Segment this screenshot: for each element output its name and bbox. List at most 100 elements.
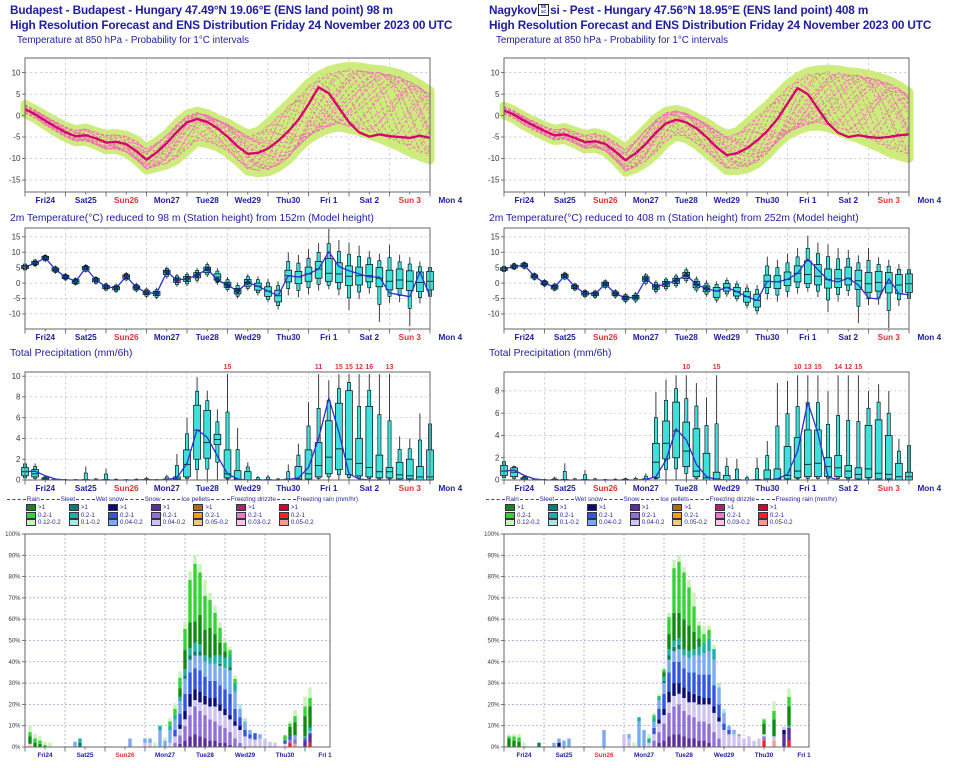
legend-item: >1 xyxy=(547,504,579,512)
svg-text:Sun 3: Sun 3 xyxy=(878,484,901,493)
svg-text:10: 10 xyxy=(12,372,21,381)
legend-item: 0.2-1 xyxy=(672,511,707,520)
legend-group-rain: >1 0.2-1 0.12-0.2 xyxy=(505,504,540,527)
svg-text:Sun26: Sun26 xyxy=(116,752,135,759)
svg-text:90%: 90% xyxy=(487,553,500,559)
svg-text:Sat 2: Sat 2 xyxy=(360,484,380,493)
svg-text:15: 15 xyxy=(855,364,863,371)
svg-text:Sat 2: Sat 2 xyxy=(360,196,380,205)
svg-text:10: 10 xyxy=(491,248,500,257)
legend-item-label: 0.2-1 xyxy=(205,511,220,519)
legend-item-label: 0.05-0.2 xyxy=(769,519,793,527)
legend-swatch xyxy=(150,511,161,519)
legend-item: 0.12-0.2 xyxy=(26,519,61,527)
legend-item-label: 0.04-0.2 xyxy=(119,519,143,527)
location-title-text: Nagykov xyxy=(489,3,538,17)
legend-group-name: Ice pellets xyxy=(660,496,690,503)
missing-glyph-box: 0E 1C xyxy=(538,4,550,16)
svg-text:Sun 3: Sun 3 xyxy=(399,333,422,342)
legend-swatch xyxy=(278,519,289,527)
legend-item: 0.04-0.2 xyxy=(150,519,186,527)
svg-text:Sun26: Sun26 xyxy=(114,484,139,493)
svg-text:Thu30: Thu30 xyxy=(276,484,301,493)
svg-text:Sun26: Sun26 xyxy=(593,196,618,205)
legend-item: 0.2-1 xyxy=(505,511,540,520)
legend-swatch xyxy=(586,504,597,512)
legend-item: 0.1-0.2 xyxy=(68,519,100,527)
legend-item: 0.2-1 xyxy=(547,511,579,520)
legend-leader-line xyxy=(640,499,660,500)
svg-text:Sat25: Sat25 xyxy=(75,333,97,342)
legend-group-name: Wet snow xyxy=(95,496,124,503)
legend-swatch xyxy=(505,519,515,527)
svg-text:0%: 0% xyxy=(491,745,500,751)
legend-item: 0.05-0.2 xyxy=(278,519,314,527)
svg-text:0%: 0% xyxy=(12,745,21,751)
legend-item-label: 0.2-1 xyxy=(559,511,574,519)
svg-text:15: 15 xyxy=(713,364,721,371)
legend-item-label: 0.2-1 xyxy=(290,511,305,519)
svg-text:5: 5 xyxy=(16,90,21,99)
t2m-chart-title: 2m Temperature(°C) reduced to 408 m (Sta… xyxy=(489,213,859,224)
svg-text:Sat25: Sat25 xyxy=(77,752,94,759)
svg-text:-10: -10 xyxy=(9,310,21,319)
svg-text:Sun26: Sun26 xyxy=(595,752,614,759)
legend-group-ice-pellets: >1 0.2-1 0.05-0.2 xyxy=(193,504,228,527)
legend-group-freezing-rain: >1 0.2-1 0.05-0.2 xyxy=(278,504,314,527)
svg-text:10: 10 xyxy=(12,248,21,257)
svg-text:Wed29: Wed29 xyxy=(714,196,741,205)
legend-item-label: 0.2-1 xyxy=(641,511,656,519)
legend-item: >1 xyxy=(505,504,540,512)
legend-item: 0.2-1 xyxy=(150,511,186,520)
svg-text:0: 0 xyxy=(495,279,500,288)
svg-text:Sat 2: Sat 2 xyxy=(839,484,859,493)
svg-text:Mon27: Mon27 xyxy=(154,196,180,205)
legend-swatch xyxy=(505,504,515,512)
svg-text:-5: -5 xyxy=(13,294,21,303)
legend-item: 0.04-0.2 xyxy=(107,519,143,527)
legend-item-label: >1 xyxy=(290,504,298,512)
svg-text:Wed29: Wed29 xyxy=(714,752,735,759)
svg-text:60%: 60% xyxy=(487,617,500,623)
legend-swatch xyxy=(586,511,597,519)
legend-swatch xyxy=(107,504,118,512)
svg-text:Wed29: Wed29 xyxy=(235,333,262,342)
legend-item: 0.03-0.2 xyxy=(715,519,750,527)
svg-text:Mon 4: Mon 4 xyxy=(917,333,941,342)
legend-item-label: 0.1-0.2 xyxy=(80,519,100,527)
svg-text:Mon 4: Mon 4 xyxy=(917,196,941,205)
svg-text:50%: 50% xyxy=(487,639,500,645)
svg-text:Fri24: Fri24 xyxy=(515,333,535,342)
legend-item: 0.2-1 xyxy=(68,511,100,520)
legend-group-sleet: >1 0.2-1 0.1-0.2 xyxy=(547,504,579,527)
legend-item: >1 xyxy=(193,504,228,512)
legend-swatch xyxy=(715,519,726,527)
precip-chart-title: Total Precipitation (mm/6h) xyxy=(489,348,612,359)
svg-text:0: 0 xyxy=(16,111,21,120)
svg-text:Sun26: Sun26 xyxy=(114,333,139,342)
legend-item: >1 xyxy=(672,504,707,512)
legend-item-label: 0.2-1 xyxy=(727,511,742,519)
t2m-box-chart: 15 10 5 0 -5 -10 Fri24 Sat25 Sun26 Mon27 Tue28 Wed2… xyxy=(9,227,463,342)
svg-text:Mon27: Mon27 xyxy=(633,484,659,493)
svg-text:30%: 30% xyxy=(8,681,21,687)
legend-item-label: 0.04-0.2 xyxy=(162,519,186,527)
svg-text:-10: -10 xyxy=(488,310,500,319)
svg-text:-15: -15 xyxy=(488,176,500,185)
svg-text:12: 12 xyxy=(355,364,363,371)
svg-text:Sat25: Sat25 xyxy=(75,196,97,205)
svg-text:2: 2 xyxy=(495,453,500,462)
svg-text:Thu30: Thu30 xyxy=(276,333,301,342)
t2m-box-chart: 15 10 5 0 -5 -10 Fri24 Sat25 Sun26 Mon27 Tue28 Wed2… xyxy=(488,227,942,342)
legend-group-name: Sleet xyxy=(60,496,76,503)
legend-swatch xyxy=(236,511,247,519)
precip-type-legend: Rain Sleet Wet snow Snow Ice pellets Freezing… xyxy=(6,496,358,529)
svg-text:100%: 100% xyxy=(5,532,21,538)
svg-text:6: 6 xyxy=(495,409,500,418)
svg-text:Sat25: Sat25 xyxy=(554,484,576,493)
t2m-chart-title: 2m Temperature(°C) reduced to 98 m (Stat… xyxy=(10,213,374,224)
legend-item: 0.2-1 xyxy=(629,511,665,520)
legend-header: Rain Sleet Wet snow Snow Ice pellets Freezing… xyxy=(485,496,837,503)
legend-leader-line xyxy=(519,499,539,500)
legend-body: >1 0.2-1 0.12-0.2 >1 0.2-1 0.1-0.2 >1 0.2-1 0.04… xyxy=(26,504,358,527)
